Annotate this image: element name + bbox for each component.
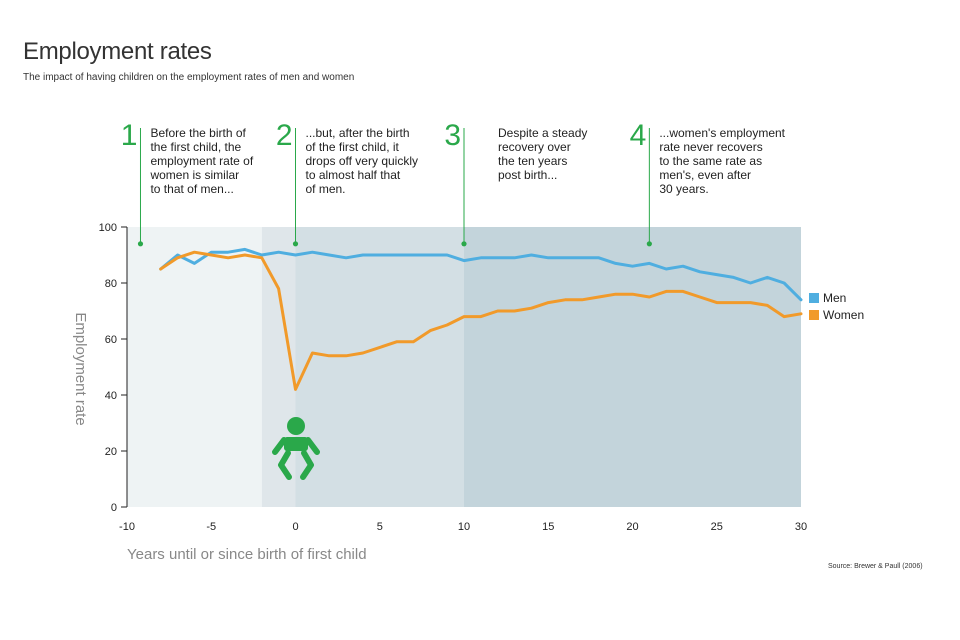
annotation-dot: [461, 241, 467, 247]
y-tick-label: 100: [99, 222, 117, 234]
legend-label-women: Women: [823, 308, 864, 322]
y-tick-label: 60: [105, 334, 117, 346]
annotation-text-line: to that of men...: [150, 182, 233, 196]
y-tick-label: 80: [105, 278, 117, 290]
annotation-text-line: drops off very quickly: [306, 154, 419, 168]
x-axis-label: Years until or since birth of first chil…: [127, 546, 367, 563]
period-band-1: [127, 227, 262, 507]
chart-title: Employment rates: [23, 38, 212, 65]
series-line-men: [159, 247, 803, 302]
x-tick-label: 5: [377, 521, 383, 533]
source-note: Source: Brewer & Paull (2006): [828, 563, 923, 570]
series-line-women: [159, 250, 803, 391]
annotation-text-line: employment rate of: [150, 154, 253, 168]
baby-icon: [272, 417, 320, 480]
annotation-text-line: to the same rate as: [659, 154, 762, 168]
period-band-2: [261, 227, 296, 507]
annotation-text-line: ...but, after the birth: [306, 126, 410, 140]
annotation-text-line: post birth...: [498, 168, 557, 182]
series-lines: [159, 247, 803, 391]
x-tick-label: 15: [542, 521, 554, 533]
annotation-text-line: of men.: [306, 182, 346, 196]
annotation-text-line: the first child, the: [150, 140, 241, 154]
legend-label-men: Men: [823, 291, 846, 305]
annotation-text-line: to almost half that: [306, 168, 401, 182]
period-bands: [127, 227, 801, 507]
y-tick-label: 0: [111, 502, 117, 514]
annotation-number: 2: [276, 119, 293, 152]
annotation-number: 4: [630, 119, 647, 152]
annotation-number: 3: [444, 119, 461, 152]
annotation-text-line: recovery over: [498, 140, 571, 154]
x-tick-label: 10: [458, 521, 470, 533]
annotation-text-line: Despite a steady: [498, 126, 587, 140]
y-tick-label: 20: [105, 446, 117, 458]
annotation-number: 1: [121, 119, 138, 152]
annotation-dot: [292, 241, 299, 247]
annotation-text-line: the ten years: [498, 154, 567, 168]
x-tick-label: 20: [626, 521, 638, 533]
period-band-4: [464, 227, 801, 507]
chart-subtitle: The impact of having children on the emp…: [23, 72, 355, 83]
annotation-dot: [646, 241, 652, 247]
annotation-text-line: rate never recovers: [659, 140, 762, 154]
y-tick-label: 40: [105, 390, 117, 402]
legend-swatch-women: [809, 310, 819, 320]
period-band-3: [295, 227, 464, 507]
annotation-text-line: women is similar: [149, 168, 239, 182]
x-tick-label: -5: [206, 521, 216, 533]
annotation-text-line: men's, even after: [659, 168, 751, 182]
legend-swatch-men: [809, 293, 819, 303]
x-tick-label: 25: [711, 521, 723, 533]
y-axis-label: Employment rate: [72, 312, 89, 425]
annotation-text-line: Before the birth of: [150, 126, 246, 140]
x-tick-label: 30: [795, 521, 807, 533]
axes: 0 20 40 60 80 100 -10 -5 0 5 10 15 20 25 30 Years until…: [72, 222, 807, 563]
annotation-dot: [137, 241, 144, 247]
annotation-text-line: of the first child, it: [306, 140, 400, 154]
annotation-text-line: ...women's employment: [659, 126, 785, 140]
x-tick-label: -10: [119, 521, 135, 533]
legend: Men Women: [809, 291, 864, 322]
x-tick-label: 0: [292, 521, 298, 533]
annotation-text-line: 30 years.: [659, 182, 708, 196]
